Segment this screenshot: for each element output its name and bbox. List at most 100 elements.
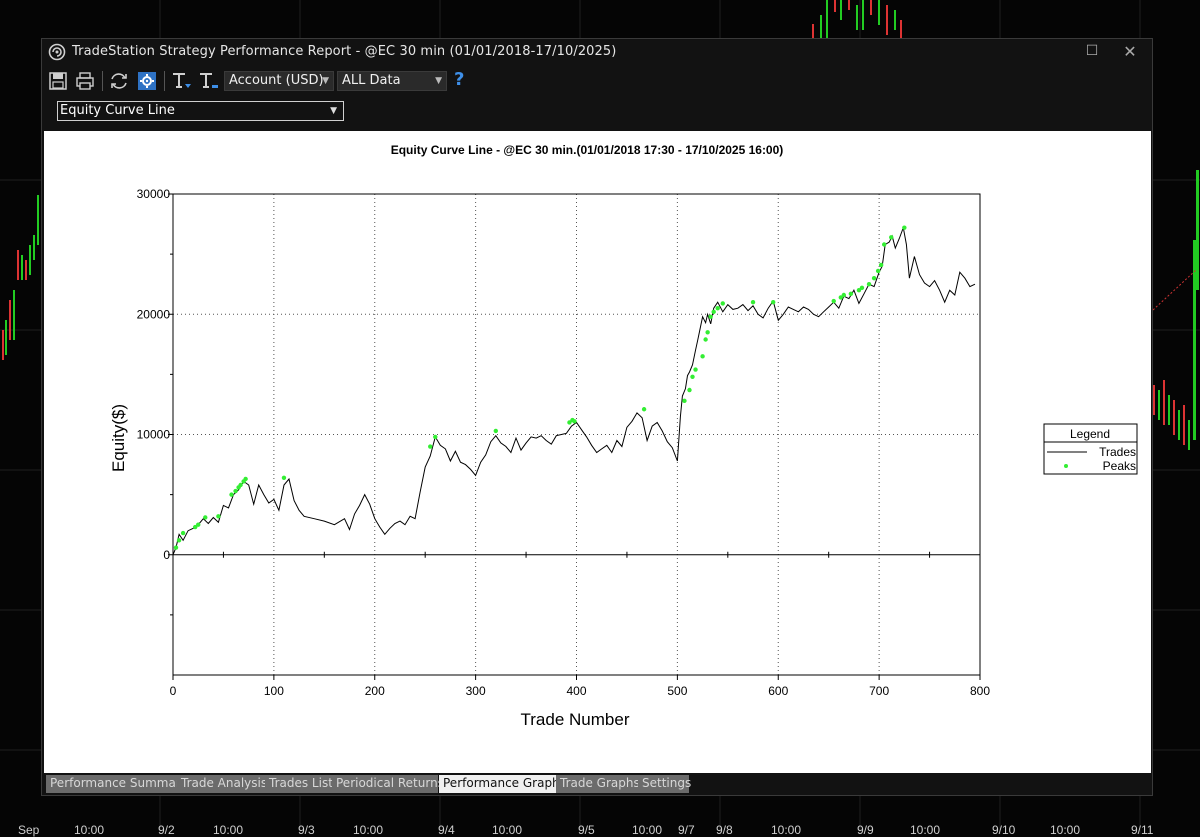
- data-range-select[interactable]: ALL Data ▼: [337, 71, 447, 91]
- account-select-value: Account (USD): [229, 73, 324, 88]
- time-label: 9/2: [158, 823, 175, 837]
- peak-point: [878, 262, 884, 268]
- toolbar-separator: [102, 71, 103, 91]
- print-icon[interactable]: [74, 70, 96, 92]
- text-format-icon[interactable]: [170, 70, 192, 92]
- legend: Legend Trades Peaks: [1043, 423, 1138, 475]
- legend-title: Legend: [1070, 427, 1110, 441]
- peak-point: [856, 288, 862, 293]
- time-label: 10:00: [213, 823, 244, 837]
- peak-point: [902, 225, 907, 230]
- peak-point: [493, 428, 498, 434]
- x-tick-label: 700: [869, 684, 889, 698]
- maximize-button[interactable]: ☐: [1085, 43, 1099, 59]
- time-label: 10:00: [910, 823, 941, 837]
- peak-point: [641, 407, 647, 412]
- x-tick-label: 200: [365, 684, 385, 698]
- peak-point: [682, 398, 687, 404]
- peak-point: [708, 314, 713, 319]
- peak-point: [848, 291, 854, 297]
- time-label: 9/4: [438, 823, 455, 837]
- help-button[interactable]: ?: [454, 69, 465, 90]
- y-axis-label: Equity($): [109, 404, 128, 472]
- peak-point: [705, 330, 710, 335]
- peak-point: [703, 337, 708, 342]
- settings-icon[interactable]: [136, 70, 158, 92]
- time-label: 9/10: [992, 823, 1016, 837]
- x-tick-label: 500: [667, 684, 687, 698]
- save-icon[interactable]: [47, 70, 69, 92]
- tab-trade-graphs[interactable]: Trade Graphs: [556, 775, 640, 793]
- peak-point: [180, 530, 186, 536]
- equity-curve-chart: Equity Curve Line - @EC 30 min.(01/01/20…: [109, 143, 1138, 729]
- background-candles-right: [1152, 170, 1199, 450]
- x-axis-label: Trade Number: [521, 710, 630, 729]
- close-button[interactable]: ✕: [1123, 42, 1137, 61]
- peak-point: [243, 476, 248, 482]
- tab-performance-graphs[interactable]: Performance Graphs: [439, 775, 566, 793]
- peak-point: [715, 306, 720, 311]
- peak-point: [693, 367, 698, 372]
- peak-point: [771, 300, 776, 305]
- x-tick-label: 100: [264, 684, 284, 698]
- x-tick-label: 400: [566, 684, 586, 698]
- peak-point: [838, 295, 843, 300]
- refresh-icon[interactable]: [108, 70, 130, 92]
- toolbar-separator: [164, 71, 165, 91]
- peak-point: [711, 309, 716, 315]
- peak-point: [572, 419, 577, 424]
- peak-point: [859, 285, 865, 290]
- peak-point: [196, 522, 201, 527]
- window-titlebar[interactable]: TradeStation Strategy Performance Report…: [42, 39, 1152, 66]
- time-label: 9/7: [678, 823, 695, 837]
- tab-trades-list[interactable]: Trades List: [265, 775, 333, 793]
- peak-point: [690, 374, 695, 379]
- time-label: 10:00: [1050, 823, 1081, 837]
- time-label: 9/11: [1131, 823, 1154, 837]
- report-tabs: Performance Summary Trade Analysis Trade…: [46, 775, 1146, 793]
- time-label: 10:00: [771, 823, 802, 837]
- time-label: 10:00: [353, 823, 384, 837]
- peak-point: [281, 475, 287, 480]
- x-tick-label: 800: [970, 684, 990, 698]
- peak-point: [216, 514, 221, 519]
- peak-point: [841, 292, 847, 298]
- x-tick-label: 300: [466, 684, 486, 698]
- legend-entry-peaks: Peaks: [1103, 459, 1136, 473]
- data-range-select-value: ALL Data: [342, 73, 401, 88]
- x-tick-label: 0: [170, 684, 177, 698]
- graph-type-select-value: Equity Curve Line: [60, 103, 175, 118]
- time-label: 9/9: [857, 823, 874, 837]
- x-tick-label: 600: [768, 684, 788, 698]
- tab-periodical-returns[interactable]: Periodical Returns: [332, 775, 444, 793]
- tab-settings[interactable]: Settings: [638, 775, 691, 793]
- tab-trade-analysis[interactable]: Trade Analysis: [177, 775, 267, 793]
- legend-peaks-swatch: [1064, 464, 1068, 468]
- peak-point: [233, 488, 238, 494]
- legend-entry-trades: Trades: [1099, 445, 1136, 459]
- peak-point: [173, 545, 179, 550]
- chevron-down-icon: ▼: [330, 106, 337, 116]
- toolbar: Account (USD) ▼ ALL Data ▼: [42, 67, 1152, 95]
- y-tick-label: 10000: [137, 428, 171, 442]
- graph-type-select[interactable]: Equity Curve Line ▼: [57, 101, 344, 121]
- background-candles-left: [2, 195, 39, 360]
- y-tick-label: 0: [163, 548, 170, 562]
- y-tick-label: 30000: [137, 187, 171, 201]
- account-select[interactable]: Account (USD) ▼: [224, 71, 334, 91]
- peak-point: [687, 387, 692, 393]
- peak-point: [700, 354, 705, 359]
- peak-point: [831, 298, 836, 304]
- time-label: 10:00: [492, 823, 523, 837]
- peak-point: [238, 482, 243, 488]
- peak-point: [881, 242, 887, 247]
- peak-point: [203, 515, 208, 520]
- text-style-icon[interactable]: [197, 70, 219, 92]
- background-candles-top: [812, 0, 902, 38]
- peak-point: [567, 420, 572, 425]
- background-time-axis: Sep 10:00 9/2 10:00 9/3 10:00 9/4 10:00 …: [0, 818, 1200, 837]
- tab-performance-summary[interactable]: Performance Summary: [46, 775, 188, 793]
- performance-report-window: TradeStation Strategy Performance Report…: [41, 38, 1153, 796]
- tradestation-logo-icon: [48, 43, 66, 61]
- y-tick-label: 20000: [137, 307, 171, 321]
